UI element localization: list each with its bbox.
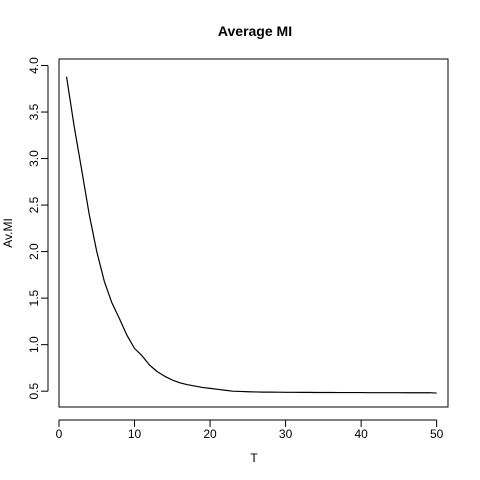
y-axis-label: Av.MI [1,218,15,248]
y-axis: 0.5 1.0 1.5 2.0 2.5 3.0 3.5 4.0 [27,57,49,400]
y-tick-label: 3.5 [27,103,41,120]
x-axis: 0 10 20 30 40 50 [56,419,444,441]
y-tick-label: 3.0 [27,150,41,167]
y-tick-label: 1.0 [27,336,41,353]
x-tick-label: 20 [203,427,217,441]
x-tick-label: 10 [128,427,142,441]
x-tick-label: 40 [354,427,368,441]
y-tick-label: 2.0 [27,243,41,260]
chart-title: Average MI [218,23,292,39]
y-tick-label: 0.5 [27,383,41,400]
x-tick-label: 0 [56,427,63,441]
y-tick-label: 4.0 [27,57,41,74]
x-tick-label: 50 [430,427,444,441]
plot-frame [58,58,449,408]
y-tick-label: 2.5 [27,196,41,213]
series-line [65,76,437,394]
x-tick-label: 30 [279,427,293,441]
x-axis-label: T [250,451,258,465]
y-tick-label: 1.5 [27,289,41,306]
